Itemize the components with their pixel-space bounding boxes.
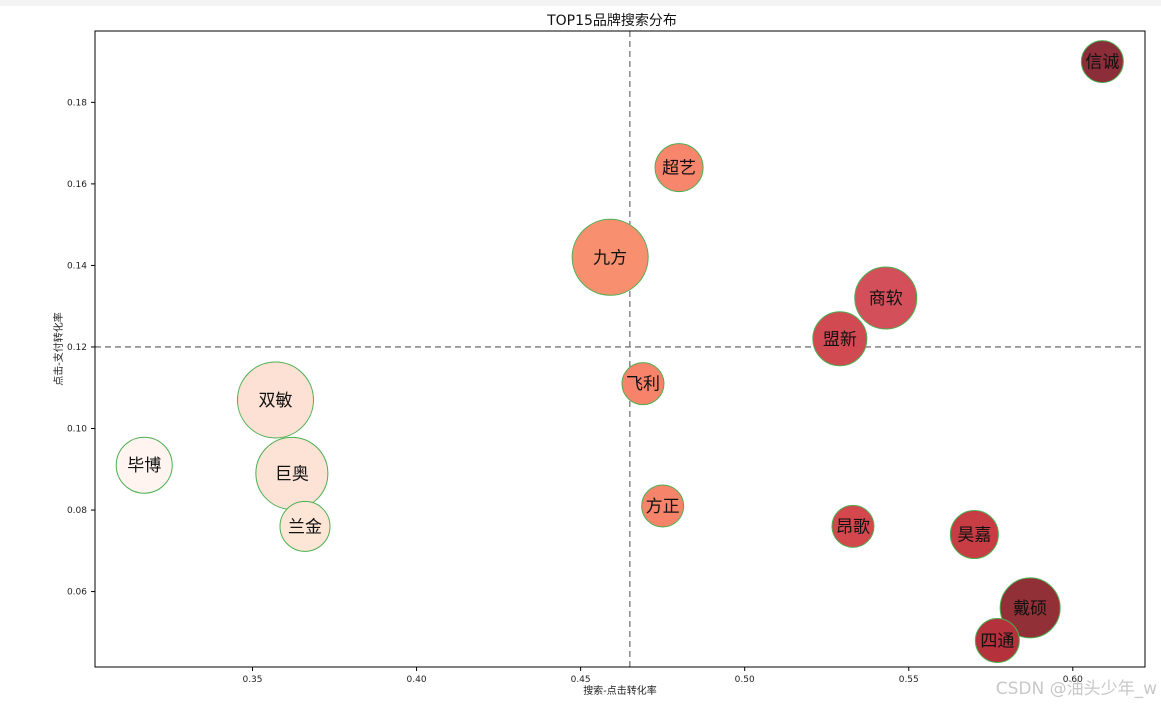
plot-area-frame	[94, 30, 1146, 668]
x-tick-label: 0.40	[407, 675, 427, 685]
y-tick-label: 0.18	[67, 98, 87, 108]
bubble-盟新	[812, 311, 868, 367]
bubble-毕博	[115, 436, 173, 494]
bubble-label-昊嘉: 昊嘉	[957, 526, 991, 546]
bubble-九方	[571, 218, 649, 296]
bubble-飞利	[621, 362, 665, 406]
bubble-兰金	[279, 500, 331, 552]
y-tick-label: 0.14	[67, 261, 87, 271]
bubble-label-四通: 四通	[980, 632, 1014, 652]
bubble-label-信诚: 信诚	[1085, 53, 1119, 73]
bubble-label-飞利: 飞利	[626, 375, 660, 395]
bubble-昂歌	[831, 504, 875, 548]
bubble-label-巨奥: 巨奥	[275, 464, 309, 484]
y-tick-label: 0.10	[67, 425, 87, 435]
x-tick-label: 0.50	[735, 675, 755, 685]
chart-title: TOP15品牌搜索分布	[546, 12, 677, 29]
bubble-label-昂歌: 昂歌	[836, 517, 870, 537]
bubble-label-毕博: 毕博	[127, 456, 161, 476]
reference-lines	[95, 31, 1145, 667]
y-axis-ticks: 0.06 0.08 0.10 0.12 0.14 0.16 0.18	[67, 98, 95, 598]
y-tick-label: 0.08	[67, 506, 87, 516]
bubble-label-兰金: 兰金	[288, 517, 322, 537]
bubble-信诚	[1080, 40, 1124, 84]
y-tick-label: 0.16	[67, 180, 87, 190]
bubble-label-戴硕: 戴硕	[1013, 599, 1047, 619]
bubble-方正	[641, 484, 685, 528]
x-tick-label: 0.60	[1063, 675, 1083, 685]
bubble-商软	[854, 266, 918, 330]
x-tick-label: 0.55	[899, 675, 919, 685]
bubble-label-方正: 方正	[646, 497, 680, 517]
bubbles-layer	[115, 40, 1124, 663]
bubble-四通	[974, 618, 1020, 663]
bubble-label-九方: 九方	[593, 248, 627, 268]
y-tick-label: 0.12	[67, 343, 87, 353]
bubble-超艺	[654, 143, 704, 193]
bubble-label-双敏: 双敏	[258, 391, 292, 411]
y-axis-label: 点击-支付转化率	[52, 312, 65, 386]
bubble-昊嘉	[949, 510, 999, 559]
window-top-strip	[0, 0, 1161, 6]
y-tick-label: 0.06	[67, 588, 87, 598]
x-tick-label: 0.45	[571, 675, 591, 685]
x-axis-label: 搜索-点击转化率	[583, 684, 657, 697]
bubble-label-超艺: 超艺	[662, 159, 696, 179]
watermark: CSDN @油头少年_w	[996, 679, 1157, 699]
bubble-戴硕	[999, 577, 1061, 639]
bubble-label-商软: 商软	[869, 289, 903, 309]
x-axis-ticks: 0.35 0.40 0.45 0.50 0.55 0.60	[242, 667, 1083, 685]
bubble-label-盟新: 盟新	[823, 330, 857, 350]
bubble-双敏	[236, 361, 314, 439]
x-tick-label: 0.35	[242, 675, 262, 685]
